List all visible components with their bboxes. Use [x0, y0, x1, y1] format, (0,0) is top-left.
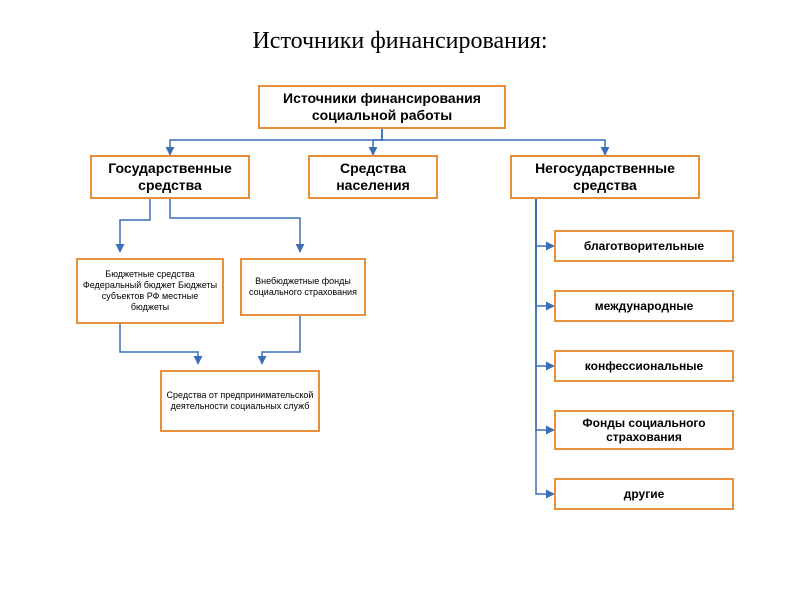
- edge: [536, 199, 554, 366]
- node-fund: Фонды социального страхования: [554, 410, 734, 450]
- edge: [262, 316, 300, 364]
- edge: [536, 199, 554, 494]
- node-conf: конфессиональные: [554, 350, 734, 382]
- node-char: благотворительные: [554, 230, 734, 262]
- page-title: Источники финансирования:: [0, 28, 800, 55]
- node-budget: Бюджетные средства Федеральный бюджет Бю…: [76, 258, 224, 324]
- edge: [536, 199, 554, 246]
- edge: [382, 129, 605, 155]
- edge: [373, 129, 382, 155]
- edge: [536, 199, 554, 430]
- node-other: другие: [554, 478, 734, 510]
- edge: [170, 199, 300, 252]
- edge: [536, 199, 554, 306]
- node-intl: международные: [554, 290, 734, 322]
- node-pop: Средства населения: [308, 155, 438, 199]
- edge: [170, 129, 382, 155]
- edge: [120, 199, 150, 252]
- edge: [120, 324, 198, 364]
- node-extra: Внебюджетные фонды социального страхован…: [240, 258, 366, 316]
- node-entrep: Средства от предпринимательской деятельн…: [160, 370, 320, 432]
- node-root: Источники финансирования социальной рабо…: [258, 85, 506, 129]
- node-ngo: Негосударственные средства: [510, 155, 700, 199]
- node-gov: Государственные средства: [90, 155, 250, 199]
